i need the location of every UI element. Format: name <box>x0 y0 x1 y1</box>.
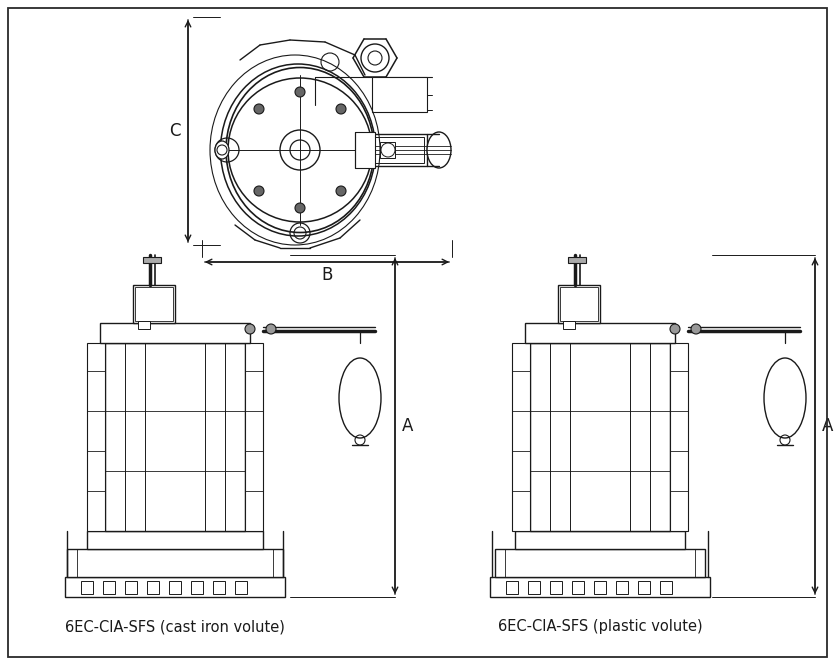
Bar <box>245 343 263 531</box>
Bar <box>560 287 598 321</box>
Bar <box>355 132 375 168</box>
Bar <box>375 137 424 163</box>
Bar <box>65 577 285 597</box>
Text: C: C <box>170 122 180 140</box>
Bar <box>372 134 427 166</box>
Bar <box>67 549 283 577</box>
Bar <box>81 581 93 594</box>
Bar <box>100 323 250 343</box>
Bar <box>512 343 530 531</box>
Circle shape <box>254 104 264 114</box>
Bar <box>525 323 675 343</box>
Bar <box>138 321 150 329</box>
Bar <box>568 257 586 263</box>
Ellipse shape <box>339 358 381 438</box>
Text: A: A <box>822 417 833 435</box>
Circle shape <box>295 203 305 213</box>
Bar <box>213 581 225 594</box>
Bar <box>135 287 173 321</box>
Bar <box>528 581 540 594</box>
Bar <box>77 549 273 577</box>
Bar <box>616 581 628 594</box>
Bar <box>505 549 695 577</box>
Ellipse shape <box>764 358 806 438</box>
Bar <box>638 581 650 594</box>
Bar <box>191 581 203 594</box>
Ellipse shape <box>215 141 229 159</box>
Bar <box>550 581 562 594</box>
Bar <box>87 531 263 549</box>
Circle shape <box>336 104 346 114</box>
Bar <box>558 285 600 323</box>
Bar <box>490 577 710 597</box>
Text: 6EC-CIA-SFS (cast iron volute): 6EC-CIA-SFS (cast iron volute) <box>65 620 285 634</box>
Bar <box>515 531 685 549</box>
Bar <box>372 77 427 112</box>
Ellipse shape <box>427 132 451 168</box>
Circle shape <box>691 324 701 334</box>
Bar <box>670 343 688 531</box>
Bar <box>133 285 175 323</box>
Bar <box>594 581 606 594</box>
Bar <box>103 581 115 594</box>
Bar <box>380 142 395 158</box>
Ellipse shape <box>226 68 374 233</box>
Text: 6EC-CIA-SFS (plastic volute): 6EC-CIA-SFS (plastic volute) <box>498 620 702 634</box>
Bar <box>143 257 161 263</box>
Text: A: A <box>402 417 413 435</box>
Circle shape <box>336 186 346 196</box>
Bar <box>530 343 670 531</box>
Circle shape <box>254 186 264 196</box>
Bar <box>147 581 159 594</box>
Bar <box>572 581 584 594</box>
Bar <box>169 581 181 594</box>
Circle shape <box>245 324 255 334</box>
Bar <box>87 343 105 531</box>
Circle shape <box>266 324 276 334</box>
Bar <box>235 581 247 594</box>
Circle shape <box>670 324 680 334</box>
Bar <box>506 581 518 594</box>
Circle shape <box>290 140 310 160</box>
Circle shape <box>295 87 305 97</box>
Bar <box>125 581 137 594</box>
Bar <box>495 549 705 577</box>
Bar <box>660 581 672 594</box>
Bar <box>563 321 575 329</box>
Text: B: B <box>321 266 332 284</box>
Bar <box>105 343 245 531</box>
